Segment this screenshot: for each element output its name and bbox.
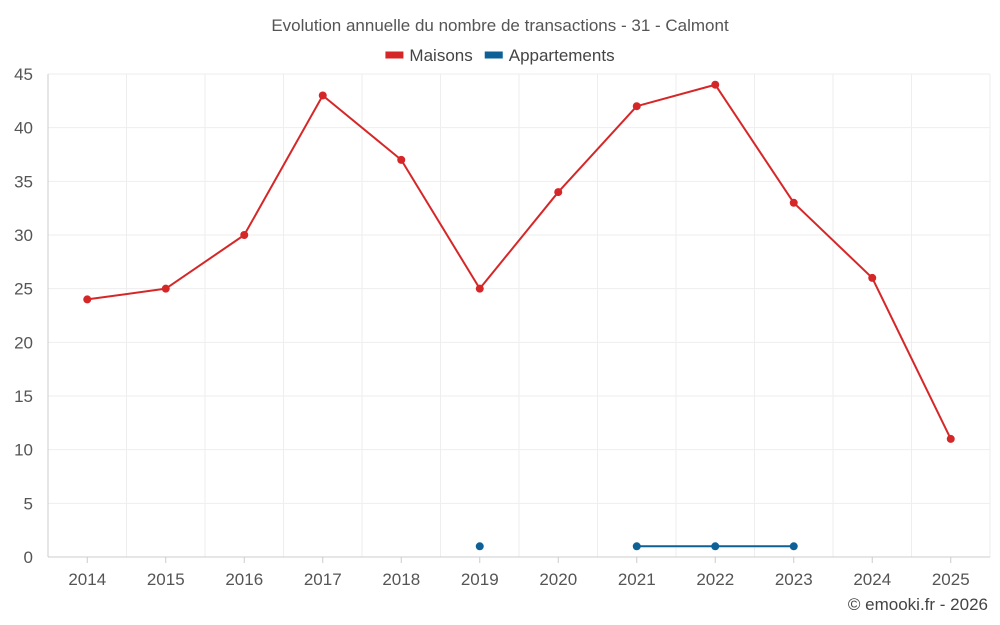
y-tick-label: 25 [14, 280, 33, 299]
y-tick-label: 10 [14, 441, 33, 460]
x-tick-label: 2020 [539, 570, 577, 589]
data-point[interactable] [318, 91, 327, 100]
data-point[interactable] [789, 542, 798, 551]
series-layer [83, 80, 955, 551]
data-point[interactable] [475, 542, 484, 551]
series-line-segment [165, 234, 245, 290]
y-tick-label: 45 [14, 65, 33, 84]
data-point[interactable] [711, 80, 720, 89]
y-tick-label: 15 [14, 387, 33, 406]
data-point[interactable] [161, 284, 170, 293]
x-tick-label: 2017 [304, 570, 342, 589]
legend-swatch-maisons[interactable] [385, 51, 404, 59]
series-line-segment [87, 287, 166, 301]
series-line-segment [793, 202, 873, 279]
legend-swatch-appartements[interactable] [484, 51, 503, 59]
chart-title: Evolution annuelle du nombre de transact… [271, 16, 729, 35]
series-line-segment [322, 94, 402, 161]
x-tick-label: 2015 [147, 570, 185, 589]
data-point[interactable] [554, 188, 563, 197]
legend: Maisons Appartements [385, 46, 615, 65]
y-tick-label: 5 [24, 494, 33, 513]
series-line-segment [400, 159, 481, 290]
x-tick-label: 2019 [461, 570, 499, 589]
data-point[interactable] [946, 434, 955, 443]
legend-label-maisons[interactable]: Maisons [409, 46, 472, 65]
series-line-segment [636, 83, 716, 108]
data-point[interactable] [632, 542, 641, 551]
x-tick-label: 2025 [932, 570, 970, 589]
data-point[interactable] [868, 273, 877, 282]
series-maisons [83, 80, 955, 443]
y-tick-label: 30 [14, 226, 33, 245]
series-line-segment [871, 277, 952, 440]
y-tick-label: 0 [24, 548, 33, 567]
x-tick-label: 2021 [618, 570, 656, 589]
y-tick-label: 20 [14, 333, 33, 352]
series-line-segment [714, 84, 795, 204]
legend-label-appartements[interactable]: Appartements [509, 46, 615, 65]
x-tick-label: 2016 [225, 570, 263, 589]
series-line-segment [243, 94, 324, 236]
data-point[interactable] [475, 284, 484, 293]
grid [47, 73, 991, 557]
x-tick-label: 2024 [853, 570, 891, 589]
data-point[interactable] [789, 198, 798, 207]
x-tick-label: 2018 [382, 570, 420, 589]
y-tick-label: 40 [14, 119, 33, 138]
series-line-segment [557, 105, 638, 193]
x-tick-label: 2023 [775, 570, 813, 589]
data-point[interactable] [632, 102, 641, 111]
data-point[interactable] [83, 295, 92, 304]
data-point[interactable] [240, 231, 249, 239]
credit-text: © emooki.fr - 2026 [848, 595, 988, 614]
x-tick-label: 2014 [68, 570, 106, 589]
data-point[interactable] [397, 155, 406, 164]
data-point[interactable] [711, 542, 720, 551]
y-tick-label: 35 [14, 172, 33, 191]
x-tick-label: 2022 [696, 570, 734, 589]
series-appartements [475, 542, 798, 551]
series-line-segment [478, 191, 560, 290]
